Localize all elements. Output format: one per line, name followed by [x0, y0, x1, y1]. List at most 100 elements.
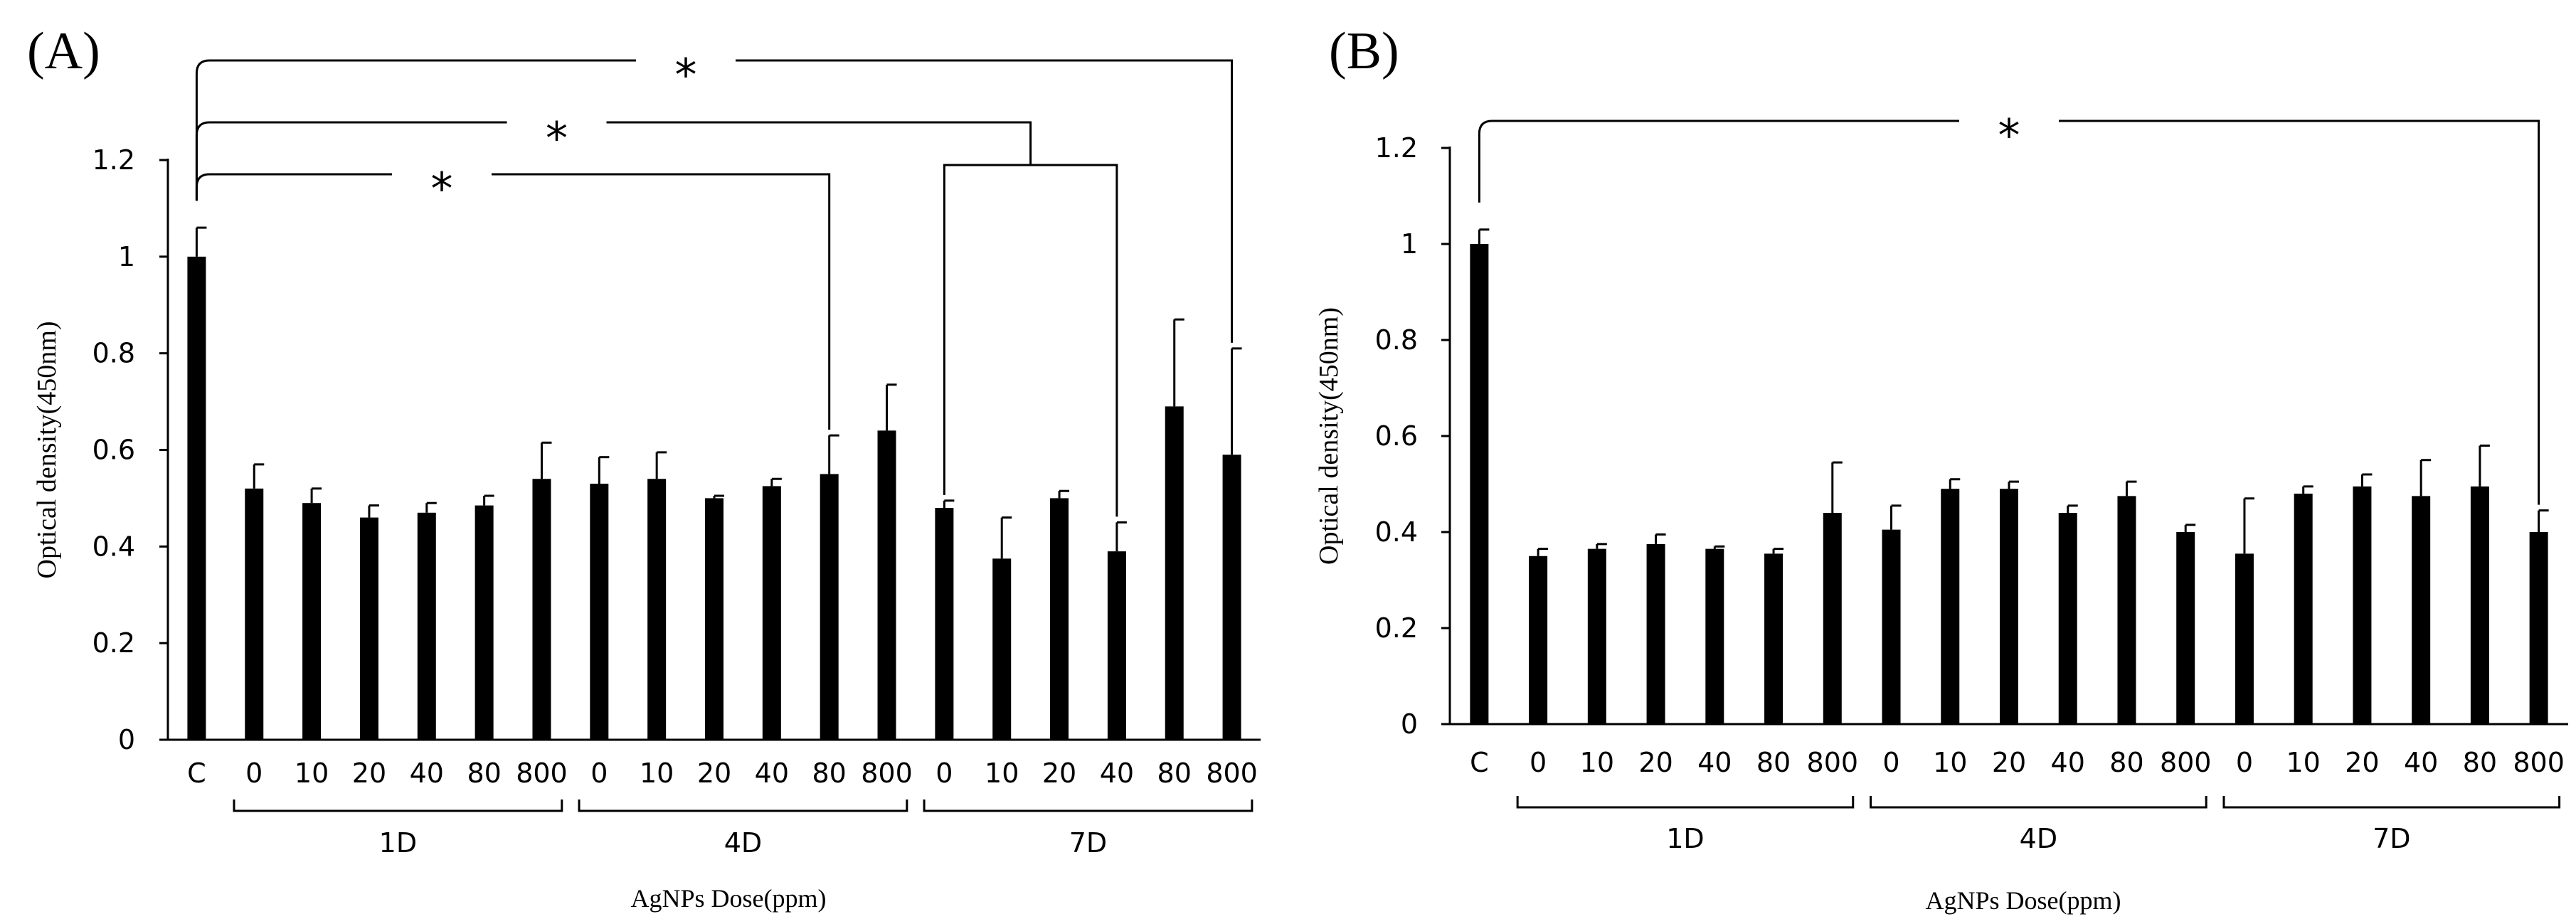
significance-bracket-right: [492, 173, 831, 430]
y-tick-label: 0.4: [92, 531, 135, 562]
group-label: 7D: [1069, 827, 1107, 859]
y-tick-label: 0.8: [1375, 324, 1418, 356]
bar: [1764, 553, 1783, 724]
x-tick-label: 10: [985, 758, 1019, 789]
bar: [2412, 496, 2431, 724]
bar: [2529, 532, 2548, 724]
group-label: 4D: [724, 827, 762, 859]
bar: [1165, 406, 1184, 740]
bar: [820, 474, 839, 740]
significance-bracket-left: [195, 59, 636, 201]
y-axis-label: Optical density(450nm): [32, 322, 62, 579]
group-bracket: [1870, 796, 2207, 809]
significance-bracket-left: [195, 173, 393, 201]
x-tick-label: 80: [1157, 758, 1192, 789]
bar: [2235, 553, 2254, 724]
x-tick-label: 40: [755, 758, 789, 789]
bar: [417, 512, 436, 740]
x-tick-label: 20: [1992, 747, 2026, 778]
bar: [1587, 548, 1606, 724]
x-tick-label: 80: [2463, 747, 2497, 778]
x-tick-label: 10: [2286, 747, 2321, 778]
x-tick-label: 10: [295, 758, 329, 789]
x-tick-label: 800: [861, 758, 913, 789]
y-tick-label: 1: [1401, 228, 1418, 260]
x-tick-label: 20: [1638, 747, 1673, 778]
bar: [359, 517, 378, 740]
y-tick-label: 0.8: [92, 338, 135, 369]
group-label: 1D: [379, 827, 417, 859]
bar: [2470, 486, 2489, 724]
significance-star: *: [1998, 110, 2020, 161]
x-tick-label: 40: [1697, 747, 1732, 778]
x-tick-label: 20: [697, 758, 731, 789]
bar: [1050, 498, 1069, 740]
y-tick-label: 1.2: [1375, 132, 1418, 164]
bar: [2058, 513, 2077, 724]
bar: [1107, 551, 1126, 740]
bar: [647, 479, 667, 740]
x-tick-label: 800: [2160, 747, 2212, 778]
bar: [1823, 513, 1842, 724]
bar: [935, 508, 954, 740]
significance-bracket-right: [736, 59, 1234, 343]
x-tick-label: 10: [640, 758, 674, 789]
x-tick-label: 0: [935, 758, 953, 789]
x-tick-label: 10: [1933, 747, 1967, 778]
y-tick-label: 0.2: [92, 627, 135, 659]
chart-panel-a: (A) 0 0.2 0.4 0.6 0.8 1 1.2 Optical density(450n…: [27, 22, 1261, 913]
bar: [1470, 244, 1489, 724]
y-tick-label: 0.6: [1375, 420, 1418, 452]
x-tick-label: 80: [467, 758, 501, 789]
significance-star: *: [431, 163, 453, 215]
x-tick-label: 40: [2404, 747, 2438, 778]
y-tick-label: 0: [118, 724, 135, 755]
x-tick-label: 800: [1206, 758, 1258, 789]
bar: [302, 503, 322, 740]
x-tick-label: 40: [2051, 747, 2085, 778]
x-tick-label: 800: [2513, 747, 2565, 778]
y-tick-label: 0.2: [1375, 612, 1418, 644]
group-bracket: [923, 800, 1253, 812]
bar: [475, 505, 494, 740]
x-axis-label: AgNPs Dose(ppm): [1926, 886, 2121, 915]
group-bracket: [233, 800, 563, 812]
bar: [1222, 455, 1241, 740]
bar: [762, 486, 781, 740]
x-tick-label: 80: [812, 758, 847, 789]
x-tick-label: 40: [410, 758, 444, 789]
significance-bracket-right: [2059, 119, 2540, 505]
bar: [1705, 548, 1724, 724]
group-label: 4D: [2020, 823, 2057, 854]
y-axis-label: Optical density(450nm): [1314, 307, 1344, 565]
y-tick-label: 0.4: [1375, 516, 1418, 548]
panel-label: (A): [27, 22, 100, 80]
bar: [2176, 532, 2195, 724]
bar: [532, 479, 551, 740]
x-tick-label: 20: [1042, 758, 1076, 789]
x-tick-label: 800: [516, 758, 568, 789]
bar: [2294, 494, 2313, 724]
bar: [245, 488, 264, 740]
x-tick-label: C: [1470, 747, 1489, 778]
bar: [2353, 486, 2372, 724]
bar: [705, 498, 723, 740]
x-tick-label: 20: [352, 758, 386, 789]
y-tick-label: 0: [1401, 708, 1418, 740]
x-tick-label: 0: [245, 758, 263, 789]
x-tick-label: 800: [1807, 747, 1859, 778]
group-bracket: [2222, 796, 2561, 809]
bar: [1646, 543, 1665, 724]
significance-bracket-right: [606, 121, 1118, 517]
group-label: 1D: [1666, 823, 1704, 854]
significance-bracket-left: [195, 121, 507, 201]
significance-star: *: [546, 112, 568, 164]
x-tick-label: 0: [590, 758, 608, 789]
bar: [1882, 529, 1901, 724]
bar: [1529, 556, 1548, 724]
bar: [992, 558, 1012, 740]
x-tick-label: 20: [2345, 747, 2379, 778]
x-tick-label: 40: [1100, 758, 1134, 789]
x-tick-label: 0: [1882, 747, 1899, 778]
